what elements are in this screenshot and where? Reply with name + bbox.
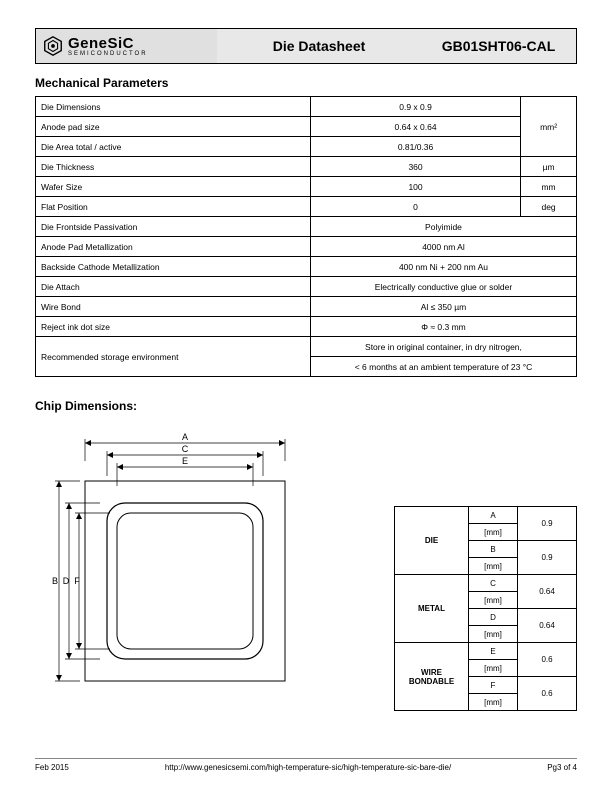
- hexagon-icon: [42, 35, 64, 57]
- param-value: 0.9 x 0.9: [310, 97, 520, 117]
- dim-unit: [mm]: [469, 592, 518, 609]
- dim-unit: [mm]: [469, 558, 518, 575]
- param-value: 100: [310, 177, 520, 197]
- param-label: Reject ink dot size: [36, 317, 311, 337]
- param-value: 400 nm Ni + 200 nm Au: [310, 257, 576, 277]
- logo: GeneSiC SEMICONDUCTOR: [36, 29, 217, 63]
- param-value: 0: [310, 197, 520, 217]
- svg-text:E: E: [182, 456, 188, 466]
- dim-symbol: E: [469, 643, 518, 660]
- footer-url: http://www.genesicsemi.com/high-temperat…: [165, 763, 451, 772]
- dim-unit: [mm]: [469, 524, 518, 541]
- footer-page: Pg3 of 4: [547, 763, 577, 772]
- svg-text:A: A: [182, 432, 188, 442]
- dim-unit: [mm]: [469, 660, 518, 677]
- param-label: Die Attach: [36, 277, 311, 297]
- param-value: Polyimide: [310, 217, 576, 237]
- param-label: Flat Position: [36, 197, 311, 217]
- param-value: 4000 nm Al: [310, 237, 576, 257]
- dim-symbol: B: [469, 541, 518, 558]
- param-value: Store in original container, in dry nitr…: [310, 337, 576, 357]
- param-label: Wafer Size: [36, 177, 311, 197]
- dim-value: 0.64: [518, 609, 577, 643]
- page-footer: Feb 2015 http://www.genesicsemi.com/high…: [35, 758, 577, 772]
- header-bar: GeneSiC SEMICONDUCTOR Die Datasheet GB01…: [35, 28, 577, 64]
- param-label: Die Dimensions: [36, 97, 311, 117]
- dim-category: WIRE BONDABLE: [395, 643, 469, 711]
- svg-text:F: F: [74, 576, 80, 586]
- param-unit: mm²: [521, 97, 577, 157]
- param-label: Backside Cathode Metallization: [36, 257, 311, 277]
- svg-text:B: B: [52, 576, 58, 586]
- mech-params-title: Mechanical Parameters: [35, 76, 577, 90]
- chip-dims-table: DIE A 0.9 [mm] B 0.9 [mm] METAL C 0.64 […: [394, 506, 577, 711]
- param-label: Die Thickness: [36, 157, 311, 177]
- param-value: Electrically conductive glue or solder: [310, 277, 576, 297]
- logo-text-main: GeneSiC: [68, 36, 148, 51]
- svg-text:D: D: [63, 576, 70, 586]
- param-value: Al ≤ 350 µm: [310, 297, 576, 317]
- param-value: 0.81/0.36: [310, 137, 520, 157]
- param-unit: deg: [521, 197, 577, 217]
- doc-title: Die Datasheet: [217, 38, 421, 54]
- svg-text:C: C: [182, 444, 189, 454]
- mech-params-table: Die Dimensions 0.9 x 0.9 mm² Anode pad s…: [35, 96, 577, 377]
- dim-category: METAL: [395, 575, 469, 643]
- dim-value: 0.64: [518, 575, 577, 609]
- dim-symbol: D: [469, 609, 518, 626]
- dim-symbol: C: [469, 575, 518, 592]
- dim-symbol: F: [469, 677, 518, 694]
- chip-dims-title: Chip Dimensions:: [35, 399, 577, 413]
- param-label: Anode pad size: [36, 117, 311, 137]
- part-number: GB01SHT06-CAL: [421, 38, 576, 54]
- dim-unit: [mm]: [469, 626, 518, 643]
- dim-value: 0.9: [518, 507, 577, 541]
- param-unit: mm: [521, 177, 577, 197]
- param-label: Die Frontside Passivation: [36, 217, 311, 237]
- param-value: 360: [310, 157, 520, 177]
- logo-text-sub: SEMICONDUCTOR: [68, 51, 148, 57]
- chip-diagram: A C E: [45, 421, 305, 701]
- param-value: 0.64 x 0.64: [310, 117, 520, 137]
- dim-value: 0.9: [518, 541, 577, 575]
- param-label: Recommended storage environment: [36, 337, 311, 377]
- param-unit: µm: [521, 157, 577, 177]
- dim-category: DIE: [395, 507, 469, 575]
- footer-date: Feb 2015: [35, 763, 69, 772]
- param-label: Anode Pad Metallization: [36, 237, 311, 257]
- param-value: Φ ≈ 0.3 mm: [310, 317, 576, 337]
- dim-value: 0.6: [518, 643, 577, 677]
- dim-symbol: A: [469, 507, 518, 524]
- dim-unit: [mm]: [469, 694, 518, 711]
- param-value: < 6 months at an ambient temperature of …: [310, 357, 576, 377]
- param-label: Wire Bond: [36, 297, 311, 317]
- dim-value: 0.6: [518, 677, 577, 711]
- param-label: Die Area total / active: [36, 137, 311, 157]
